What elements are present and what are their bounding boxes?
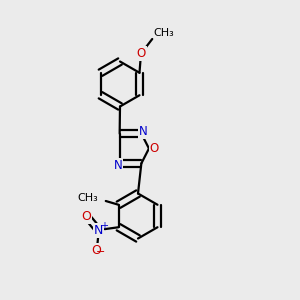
Text: N: N	[114, 159, 122, 172]
Text: N: N	[94, 224, 104, 237]
Text: +: +	[100, 221, 108, 231]
Text: O: O	[150, 142, 159, 155]
Text: −: −	[96, 248, 106, 257]
Text: O: O	[92, 244, 101, 257]
Text: O: O	[136, 47, 146, 60]
Text: CH₃: CH₃	[77, 193, 98, 203]
Text: N: N	[139, 125, 147, 138]
Text: O: O	[81, 209, 91, 223]
Text: CH₃: CH₃	[154, 28, 175, 38]
